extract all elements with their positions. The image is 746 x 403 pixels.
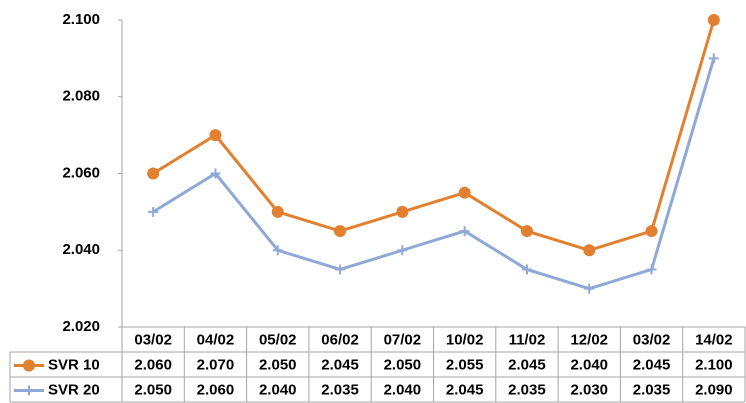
marker <box>271 205 284 218</box>
table-value: 2.100 <box>695 356 733 373</box>
table-value: 2.050 <box>259 356 297 373</box>
x-tick-label: 14/02 <box>695 331 733 348</box>
marker <box>458 186 471 199</box>
marker <box>147 167 160 180</box>
marker <box>708 53 719 64</box>
table-value: 2.045 <box>321 356 359 373</box>
table-value: 2.040 <box>384 381 422 398</box>
marker <box>23 359 35 372</box>
marker <box>520 225 533 238</box>
x-tick-label: 04/02 <box>197 331 235 348</box>
table-value: 2.070 <box>197 356 235 373</box>
legend-label: SVR 10 <box>48 356 100 373</box>
table-value: 2.035 <box>508 381 546 398</box>
table-value: 2.035 <box>633 381 671 398</box>
table-value: 2.050 <box>134 381 172 398</box>
table-value: 2.035 <box>321 381 359 398</box>
series-line <box>152 19 716 252</box>
table-value: 2.060 <box>134 356 172 373</box>
x-tick-label: 12/02 <box>570 331 608 348</box>
marker <box>459 226 470 237</box>
y-tick-label: 2.020 <box>62 318 100 335</box>
x-tick-label: 03/02 <box>134 331 172 348</box>
table-value: 2.045 <box>633 356 671 373</box>
table-value: 2.050 <box>384 356 422 373</box>
table-value: 2.030 <box>570 381 608 398</box>
marker <box>209 129 222 142</box>
table-value: 2.045 <box>446 381 484 398</box>
x-tick-label: 10/02 <box>446 331 484 348</box>
y-tick-label: 2.040 <box>62 241 100 258</box>
table-value: 2.045 <box>508 356 546 373</box>
table-value: 2.055 <box>446 356 484 373</box>
x-tick-label: 07/02 <box>384 331 422 348</box>
x-tick-label: 06/02 <box>321 331 359 348</box>
marker <box>334 225 347 238</box>
marker <box>396 205 409 218</box>
marker <box>583 244 596 257</box>
x-tick-label: 05/02 <box>259 331 297 348</box>
marker <box>24 385 34 396</box>
marker <box>148 206 159 217</box>
marker <box>272 245 283 256</box>
y-tick-label: 2.100 <box>62 11 100 28</box>
table-value: 2.040 <box>259 381 297 398</box>
marker <box>645 225 658 238</box>
marker <box>210 168 221 179</box>
table-value: 2.040 <box>570 356 608 373</box>
table-value: 2.060 <box>197 381 235 398</box>
marker <box>646 264 657 275</box>
x-tick-label: 11/02 <box>509 331 546 348</box>
marker <box>707 14 720 26</box>
legend-label: SVR 20 <box>48 381 100 398</box>
marker <box>584 283 595 294</box>
x-tick-label: 03/02 <box>633 331 671 348</box>
marker <box>521 264 532 275</box>
y-tick-label: 2.080 <box>62 88 100 105</box>
table-value: 2.090 <box>695 381 733 398</box>
marker <box>335 264 346 275</box>
marker <box>397 245 408 256</box>
y-tick-label: 2.060 <box>62 164 100 181</box>
series-line <box>152 57 716 291</box>
